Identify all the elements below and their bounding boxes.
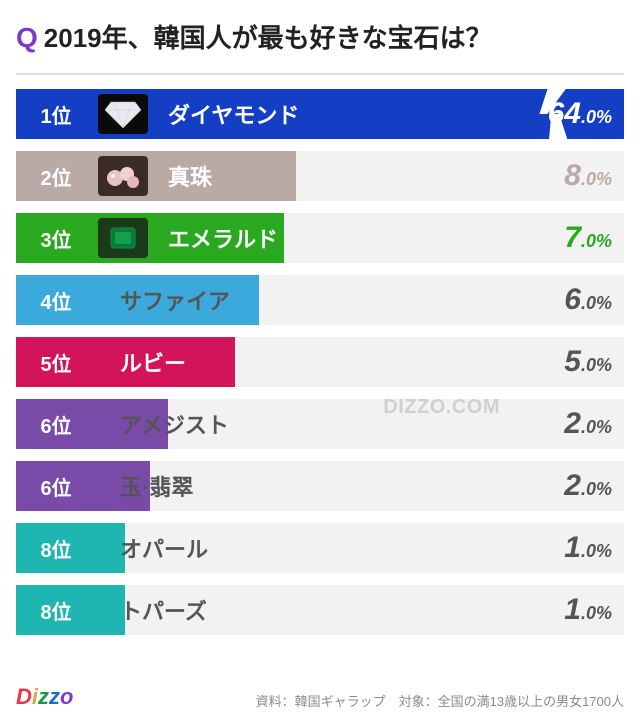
rank-badge: 8位 xyxy=(16,585,96,635)
rank-badge: 1位 xyxy=(16,89,96,139)
logo: Dizzo xyxy=(16,684,73,710)
divider xyxy=(16,73,624,75)
gem-icon xyxy=(98,94,148,134)
gem-icon xyxy=(98,156,148,196)
rank-badge: 6位 xyxy=(16,399,96,449)
bar-label: ダイヤモンド xyxy=(168,98,299,130)
bar-row: 4位サファイア 6.0% xyxy=(16,275,624,325)
bar-rows: 1位ダイヤモンド64.0%2位真珠8.0%3位エメラルド7.0%4位サファイア6… xyxy=(16,89,624,635)
q-mark: Q xyxy=(16,22,38,54)
rank-badge: 2位 xyxy=(16,151,96,201)
title-row: Q 2019年、韓国人が最も好きな宝石は？ xyxy=(16,18,624,55)
bar-fill: 1位 xyxy=(16,89,624,139)
bar-percent: 1.0% xyxy=(564,593,612,627)
bar-percent: 8.0% xyxy=(564,159,612,193)
rank-badge: 8位 xyxy=(16,523,96,573)
bar-break-icon xyxy=(544,85,564,143)
bar-row: 3位 エメラルド 7.0% xyxy=(16,213,624,263)
rank-badge: 5位 xyxy=(16,337,96,387)
bar-label: 真珠 xyxy=(168,160,212,192)
bar-label: トパーズ xyxy=(120,594,207,626)
chart-title: 2019年、韓国人が最も好きな宝石は？ xyxy=(44,18,492,55)
source-text: 資料：韓国ギャラップ 対象：全国の満13歳以上の男女1700人 xyxy=(256,691,624,710)
gem-icon xyxy=(98,218,148,258)
bar-label: オパール xyxy=(120,532,208,564)
bar-row: 1位ダイヤモンド64.0% xyxy=(16,89,624,139)
rank-badge: 6位 xyxy=(16,461,96,511)
bar-fill: 8位 xyxy=(16,585,125,635)
bar-fill: 8位 xyxy=(16,523,125,573)
footer: Dizzo 資料：韓国ギャラップ 対象：全国の満13歳以上の男女1700人 xyxy=(16,684,624,710)
rank-badge: 4位 xyxy=(16,275,96,325)
bar-percent: 5.0% xyxy=(564,345,612,379)
bar-percent: 6.0% xyxy=(564,283,612,317)
bar-percent: 2.0% xyxy=(564,407,612,441)
bar-row: 6位アメジスト 2.0% xyxy=(16,399,624,449)
bar-label: エメラルド xyxy=(168,222,278,254)
bar-fill: 2位 xyxy=(16,151,296,201)
bar-label: サファイア xyxy=(120,284,230,316)
bar-row: 2位 真珠 8.0% xyxy=(16,151,624,201)
bar-percent: 7.0% xyxy=(564,221,612,255)
bar-percent: 2.0% xyxy=(564,469,612,503)
bar-row: 5位ルビー 5.0% xyxy=(16,337,624,387)
bar-label: ルビー xyxy=(120,346,186,378)
bar-row: 6位玉·翡翠 2.0% xyxy=(16,461,624,511)
bar-percent: 1.0% xyxy=(564,531,612,565)
bar-label: アメジスト xyxy=(120,408,229,440)
rank-badge: 3位 xyxy=(16,213,96,263)
bar-row: 8位トパーズ 1.0% xyxy=(16,585,624,635)
chart-container: Q 2019年、韓国人が最も好きな宝石は？ 1位ダイヤモンド64.0%2位真珠8… xyxy=(0,0,640,720)
bar-row: 8位オパール 1.0% xyxy=(16,523,624,573)
bar-label: 玉·翡翠 xyxy=(120,470,193,502)
